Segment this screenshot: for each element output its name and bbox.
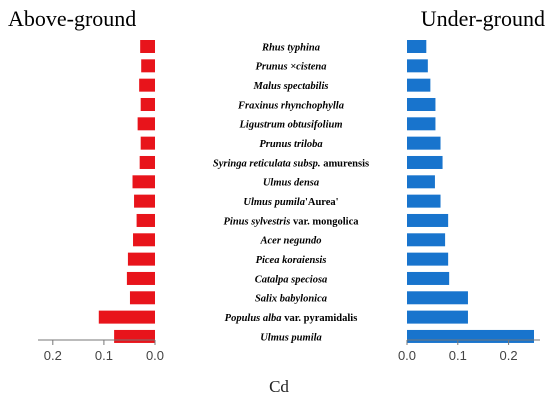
species-label-prunus-cistena: Prunus ×cistena [255,62,326,73]
under-ground-bar-populus-alba-var-pyramidalis [407,310,468,324]
species-label-syringa-reticulata-subsp-amurensis: Syringa reticulata subsp. amurensis [213,158,369,169]
under-ground-bar-pinus-sylvestris-var-mongolica [407,213,449,227]
above-ground-bar-fraxinus-rhynchophylla [140,97,155,111]
under-ground-title: Under-ground [421,6,545,31]
under-ground-bar-prunus-triloba [407,136,441,150]
x-axis-title: Cd [269,377,289,396]
under-ground-bar-prunus-cistena [407,59,428,73]
under-ground-bars [407,40,534,343]
species-label-ligustrum-obtusifolium: Ligustrum obtusifolium [239,120,343,131]
above-ground-bars [98,40,155,343]
under-ground-bar-rhus-typhina [407,40,427,53]
under-ground-bar-catalpa-speciosa [407,271,450,285]
above-ground-bar-ulmus-densa [132,175,155,189]
under-ground-ticks: 0.0 0.1 0.2 [398,340,518,363]
species-label-pinus-sylvestris-var-mongolica: Pinus sylvestris var. mongolica [224,216,360,227]
above-ground-title: Above-ground [8,6,136,31]
species-label-fraxinus-rhynchophylla: Fraxinus rhynchophylla [237,100,344,111]
under-ground-bar-malus-spectabilis [407,78,431,92]
above-ground-bar-populus-alba-var-pyramidalis [98,310,155,324]
species-labels: Rhus typhina Prunus ×cistena Malus spectab… [213,42,369,343]
species-label-ulmus-pumila: Ulmus pumila [260,332,322,343]
species-label-ulmus-densa: Ulmus densa [263,178,319,189]
species-label-catalpa-speciosa: Catalpa speciosa [255,274,328,285]
under-ground-tick-label-0.0: 0.0 [398,348,416,363]
species-label-populus-alba-var-pyramidalis: Populus alba var. pyramidalis [225,313,358,324]
under-ground-bar-acer-negundo [407,233,446,247]
under-ground-bar-ulmus-pumila [407,329,534,343]
under-ground-tick-label-0.2: 0.2 [500,348,518,363]
above-ground-bar-ligustrum-obtusifolium [137,117,155,131]
species-label-picea-koraiensis: Picea koraiensis [256,255,327,266]
species-label-prunus-triloba: Prunus triloba [259,139,322,150]
above-ground-bar-ulmus-pumila [114,329,155,343]
under-ground-bar-syringa-reticulata-subsp-amurensis [407,155,443,169]
under-ground-bar-ulmus-pumila-aurea [407,194,441,208]
above-ground-bar-picea-koraiensis [127,252,155,266]
species-label-ulmus-pumila-aurea: Ulmus pumila'Aurea' [243,197,338,208]
above-ground-bar-ulmus-pumila-aurea [134,194,155,208]
above-ground-bar-acer-negundo [133,233,155,247]
above-ground-bar-prunus-cistena [141,59,155,73]
under-ground-bar-salix-babylonica [407,291,468,305]
above-ground-bar-prunus-triloba [140,136,155,150]
above-ground-bar-pinus-sylvestris-var-mongolica [136,213,155,227]
above-ground-bar-rhus-typhina [140,40,155,53]
under-ground-bar-ulmus-densa [407,175,435,189]
above-ground-bar-syringa-reticulata-subsp-amurensis [139,155,155,169]
species-label-rhus-typhina: Rhus typhina [261,42,320,53]
above-ground-ticks: 0.2 0.1 0.0 [44,340,164,363]
above-ground-tick-label-0.0: 0.0 [146,348,164,363]
species-label-malus-spectabilis: Malus spectabilis [253,81,329,92]
species-label-salix-babylonica: Salix babylonica [255,294,327,305]
under-ground-bar-picea-koraiensis [407,252,449,266]
above-ground-bar-salix-babylonica [129,291,155,305]
above-ground-bar-catalpa-speciosa [126,271,155,285]
above-ground-tick-label-0.1: 0.1 [95,348,113,363]
species-label-acer-negundo: Acer negundo [260,236,322,247]
under-ground-tick-label-0.1: 0.1 [449,348,467,363]
above-ground-tick-label-0.2: 0.2 [44,348,62,363]
under-ground-bar-fraxinus-rhynchophylla [407,97,436,111]
under-ground-bar-ligustrum-obtusifolium [407,117,436,131]
above-ground-bar-malus-spectabilis [139,78,155,92]
